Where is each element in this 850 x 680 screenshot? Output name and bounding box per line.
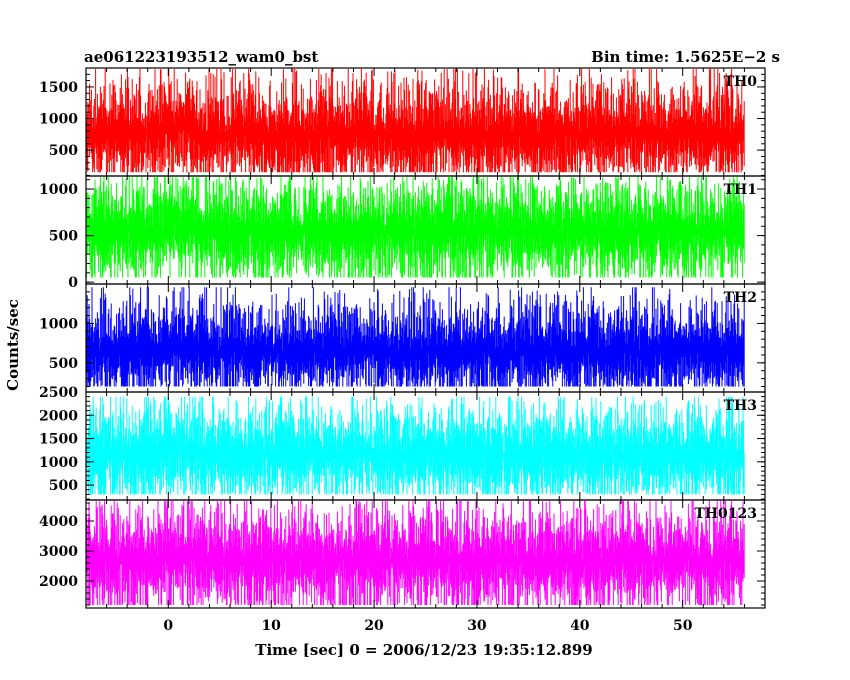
x-tick-label: 50 [673, 618, 693, 634]
y-tick-label: 3000 [39, 544, 78, 560]
y-tick-label: 500 [49, 478, 78, 494]
y-tick-label: 0 [68, 275, 78, 291]
x-tick-label: 40 [570, 618, 590, 634]
x-tick-label: 0 [163, 618, 173, 634]
panel-th0123: 2000 3000 4000 TH0123 [39, 499, 766, 609]
series-trace-th0123 [85, 501, 745, 605]
y-tick-label: 500 [49, 356, 78, 372]
y-tick-label: 2500 [39, 385, 78, 401]
y-tick-label: 500 [49, 229, 78, 245]
x-axis-label: Time [sec] 0 = 2006/12/23 19:35:12.899 [255, 641, 592, 659]
x-tick-label: 20 [364, 618, 384, 634]
y-tick-label: 2000 [39, 408, 78, 424]
y-tick-label: 1500 [39, 80, 78, 96]
panel-th0: 500 1000 1500 TH0 [39, 67, 766, 177]
y-tick-label: 4000 [39, 514, 78, 530]
chart-title-left: ae061223193512_wam0_bst [84, 48, 318, 66]
series-trace-th0 [85, 69, 745, 173]
panel-frame [85, 499, 766, 609]
series-trace-th3 [85, 396, 745, 495]
y-axis-label: Counts/sec [4, 299, 22, 391]
y-tick-label: 1000 [39, 316, 78, 332]
panel-name-label: TH1 [724, 182, 757, 198]
panel-name-label: TH0123 [694, 506, 757, 522]
panel-th1: 0 500 1000 TH1 [39, 175, 766, 291]
panel-th3: 500 1000 1500 2000 2500 TH3 [39, 385, 766, 501]
chart-title-right: Bin time: 1.5625E−2 s [591, 48, 780, 66]
y-tick-label: 1000 [39, 455, 78, 471]
y-tick-label: 500 [49, 143, 78, 159]
panel-name-label: TH0 [724, 74, 758, 90]
panel-th2: 500 1000 TH2 [39, 283, 766, 393]
x-tick-label: 10 [261, 618, 281, 634]
y-tick-label: 2000 [39, 574, 78, 590]
panel-name-label: TH2 [724, 290, 757, 306]
y-tick-label: 1500 [39, 432, 78, 448]
panel-name-label: TH3 [724, 398, 757, 414]
series-trace-th1 [85, 177, 745, 278]
y-tick-label: 1000 [39, 182, 78, 198]
x-tick-label: 30 [467, 618, 487, 634]
series-trace-th2 [85, 287, 745, 387]
y-tick-label: 1000 [39, 112, 78, 128]
